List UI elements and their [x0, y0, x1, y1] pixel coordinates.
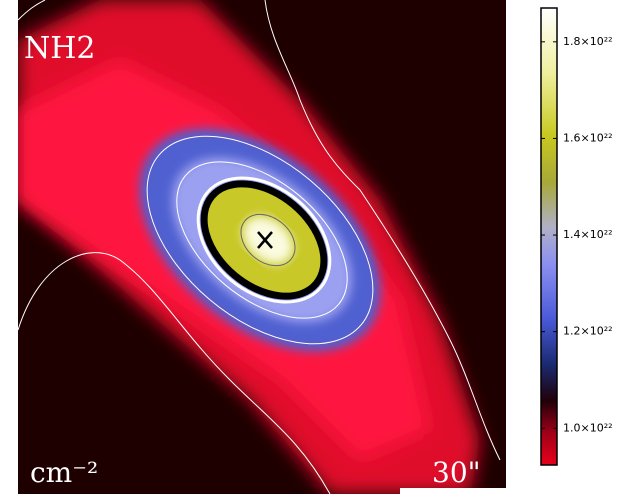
colorbar-tick-label: 1.4×10²² [563, 228, 613, 241]
colorbar-tick-label: 1.0×10²² [563, 421, 613, 434]
map [18, 0, 506, 494]
colorbar-tick-label: 1.8×10²² [563, 35, 613, 48]
unit-label: cm⁻² [30, 456, 98, 489]
colorbar-tick-label: 1.6×10²² [563, 131, 613, 144]
map-label: NH2 [24, 31, 96, 66]
colorbar-tick-label: 1.2×10²² [563, 325, 613, 338]
scale-label: 30" [432, 456, 481, 489]
colorbar [540, 7, 558, 466]
